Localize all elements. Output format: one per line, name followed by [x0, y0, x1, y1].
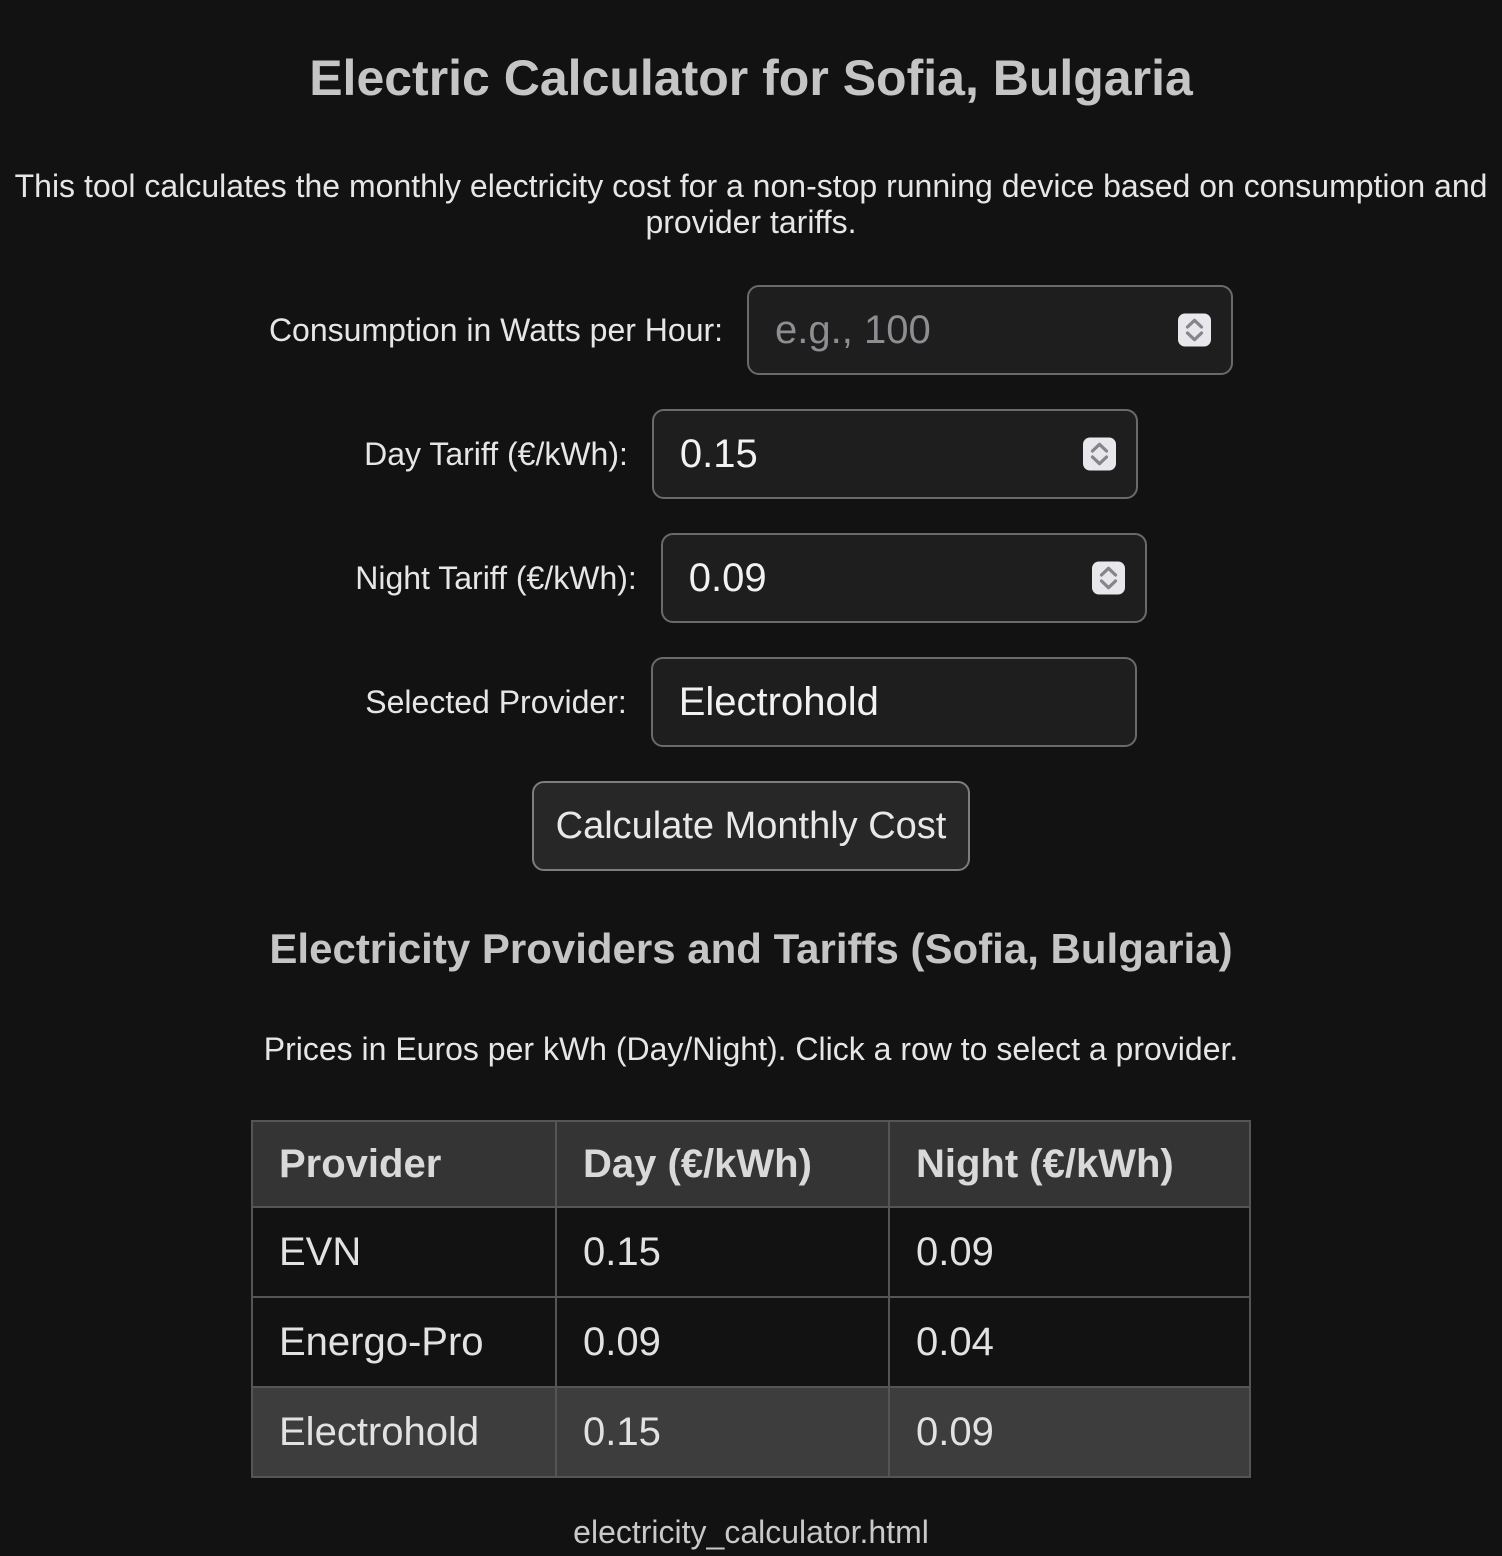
provider-row: Selected Provider: [0, 657, 1502, 748]
day-tariff-input[interactable] [651, 409, 1138, 500]
cell-day: 0.09 [555, 1296, 890, 1389]
consumption-row: Consumption in Watts per Hour: [0, 285, 1502, 376]
header-night-tariff: Night (€/kWh) [888, 1120, 1251, 1209]
consumption-stepper-icon[interactable] [1178, 313, 1212, 347]
cell-night: 0.09 [888, 1206, 1251, 1299]
page-description: This tool calculates the monthly electri… [14, 167, 1488, 241]
providers-section-heading: Electricity Providers and Tariffs (Sofia… [269, 925, 1233, 973]
providers-section-subtext: Prices in Euros per kWh (Day/Night). Cli… [263, 1031, 1239, 1068]
cell-day: 0.15 [555, 1206, 890, 1299]
night-tariff-input-wrap [660, 533, 1147, 624]
provider-input-wrap [650, 657, 1137, 748]
provider-input[interactable] [650, 657, 1137, 748]
providers-table: Provider Day (€/kWh) Night (€/kWh) EVN 0… [251, 1120, 1251, 1479]
day-tariff-label: Day Tariff (€/kWh): [364, 435, 628, 472]
day-tariff-row: Day Tariff (€/kWh): [0, 409, 1502, 500]
cell-day: 0.15 [555, 1386, 890, 1479]
header-provider: Provider [251, 1120, 557, 1209]
button-row: Calculate Monthly Cost [0, 781, 1502, 872]
page-title: Electric Calculator for Sofia, Bulgaria [309, 50, 1193, 106]
calculate-button[interactable]: Calculate Monthly Cost [531, 781, 971, 872]
cell-night: 0.04 [888, 1296, 1251, 1389]
consumption-input-wrap [747, 285, 1234, 376]
table-row-energo-pro[interactable]: Energo-Pro 0.09 0.04 [251, 1296, 1251, 1389]
cell-night: 0.09 [888, 1386, 1251, 1479]
footer-filename: electricity_calculator.html [573, 1514, 929, 1551]
night-tariff-row: Night Tariff (€/kWh): [0, 533, 1502, 624]
cell-provider: Energo-Pro [251, 1296, 557, 1389]
table-header-row: Provider Day (€/kWh) Night (€/kWh) [251, 1120, 1251, 1209]
consumption-input[interactable] [747, 285, 1234, 376]
cell-provider: Electrohold [251, 1386, 557, 1479]
provider-label: Selected Provider: [365, 683, 627, 720]
night-tariff-stepper-icon[interactable] [1091, 561, 1125, 595]
cell-provider: EVN [251, 1206, 557, 1299]
table-row-electrohold[interactable]: Electrohold 0.15 0.09 [251, 1386, 1251, 1479]
header-day-tariff: Day (€/kWh) [555, 1120, 890, 1209]
day-tariff-input-wrap [651, 409, 1138, 500]
consumption-label: Consumption in Watts per Hour: [268, 311, 724, 348]
table-row-evn[interactable]: EVN 0.15 0.09 [251, 1206, 1251, 1299]
night-tariff-input[interactable] [660, 533, 1147, 624]
day-tariff-stepper-icon[interactable] [1082, 437, 1116, 471]
night-tariff-label: Night Tariff (€/kWh): [355, 559, 637, 596]
calculator-form: Consumption in Watts per Hour: Day Tarif… [0, 285, 1502, 872]
